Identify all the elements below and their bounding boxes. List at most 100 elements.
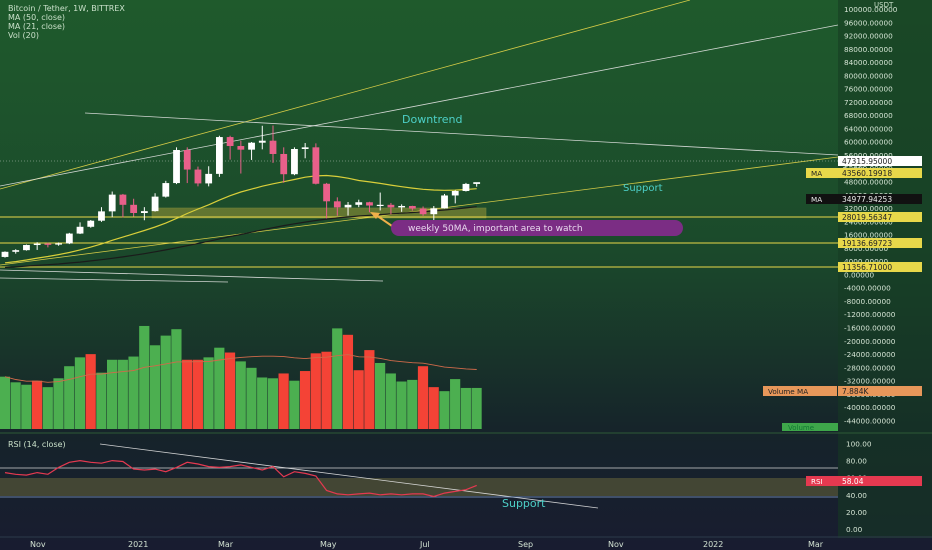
volume-ma-value: 7.884K bbox=[842, 387, 869, 396]
volume-bar bbox=[10, 382, 21, 429]
volume-ma-label-box bbox=[763, 386, 837, 396]
ma50-tag-label-box bbox=[806, 194, 838, 204]
volume-bar bbox=[299, 371, 311, 429]
volume-bar bbox=[192, 359, 203, 429]
rsi-axis-tick: 100.00 bbox=[846, 440, 872, 449]
candle-body bbox=[23, 245, 30, 251]
candle-body bbox=[194, 169, 202, 184]
rsi-legend[interactable]: RSI (14, close) bbox=[8, 440, 66, 449]
volume-bar bbox=[353, 370, 364, 429]
volume-bar bbox=[439, 391, 450, 429]
candle-body bbox=[237, 146, 245, 150]
parallel-trendline bbox=[0, 24, 839, 187]
volume-label: Volume bbox=[788, 424, 814, 432]
volume-bar bbox=[289, 380, 300, 429]
candle-body bbox=[291, 148, 298, 175]
volume-bar bbox=[160, 335, 171, 429]
symbol-title[interactable]: Bitcoin / Tether, 1W, BITTREX bbox=[8, 4, 125, 13]
price-axis-tick: 84000.00000 bbox=[844, 58, 893, 67]
price-axis-tick: -28000.00000 bbox=[844, 363, 896, 372]
level-tag-value: 28019.56347 bbox=[842, 213, 892, 222]
callout-arrowhead-icon bbox=[370, 212, 380, 219]
rsi-axis-tick: 40.00 bbox=[846, 491, 867, 500]
volume-bar bbox=[149, 345, 161, 429]
time-axis-label: Mar bbox=[218, 540, 234, 549]
volume-bar bbox=[74, 357, 86, 429]
callout-arrow bbox=[375, 214, 393, 227]
rsi-axis-tick: 80.00 bbox=[846, 457, 867, 466]
time-axis-label: 2021 bbox=[128, 540, 148, 549]
price-axis-tick: -20000.00000 bbox=[844, 337, 896, 346]
price-axis-tick: 68000.00000 bbox=[844, 111, 893, 120]
candle-body bbox=[119, 194, 127, 205]
candle-body bbox=[269, 140, 277, 154]
level-tag-box bbox=[838, 212, 922, 222]
volume-bar bbox=[460, 387, 471, 429]
time-axis-label: Nov bbox=[30, 540, 46, 549]
volume-bar bbox=[246, 367, 257, 429]
volume-bar bbox=[364, 350, 375, 429]
volume-bar bbox=[278, 373, 289, 429]
volume-bar bbox=[214, 347, 225, 429]
candle-body bbox=[55, 243, 62, 245]
candle-body bbox=[333, 201, 341, 208]
candle-body bbox=[387, 204, 395, 208]
candle-body bbox=[355, 202, 363, 205]
ma50-legend[interactable]: MA (50, close) bbox=[8, 13, 66, 22]
candle-body bbox=[87, 220, 95, 227]
price-axis-tick: 100000.00000 bbox=[844, 5, 898, 14]
price-axis-tick: -4000.00000 bbox=[844, 284, 891, 293]
volume-bar bbox=[31, 380, 43, 429]
ma21-legend[interactable]: MA (21, close) bbox=[8, 22, 66, 31]
volume-bar bbox=[321, 351, 332, 429]
volume-bar bbox=[224, 352, 236, 429]
weekly-ma-callout-text: weekly 50MA, important area to watch bbox=[408, 224, 583, 234]
volume-bar bbox=[257, 377, 268, 429]
candle-body bbox=[344, 204, 352, 208]
rsi-support-annotation: Support bbox=[502, 497, 546, 510]
candle-body bbox=[12, 250, 20, 252]
support-zone-box bbox=[151, 207, 487, 219]
price-axis-tick: 96000.00000 bbox=[844, 18, 893, 27]
price-axis-tick: 88000.00000 bbox=[844, 45, 893, 54]
volume-bar bbox=[85, 354, 96, 429]
candle-body bbox=[216, 137, 223, 174]
level-tag-value: 11356.71000 bbox=[842, 263, 892, 272]
candle-body bbox=[312, 147, 320, 184]
ma50-line bbox=[4, 206, 477, 269]
candle-body bbox=[140, 211, 148, 213]
candle-body bbox=[430, 208, 438, 215]
price-axis-tick: 8000.00000 bbox=[844, 244, 888, 253]
volume-bar bbox=[128, 356, 139, 429]
time-axis-label: Mar bbox=[808, 540, 824, 549]
price-axis-tick: 16000.00000 bbox=[844, 231, 893, 240]
candle-body bbox=[248, 142, 255, 150]
time-axis-label: Nov bbox=[608, 540, 624, 549]
volume-bar bbox=[310, 353, 321, 429]
volume-bar bbox=[396, 381, 407, 429]
volume-bar bbox=[428, 387, 439, 429]
level-tag-value: 19136.69723 bbox=[842, 239, 892, 248]
candle-body bbox=[462, 183, 470, 192]
chart-legend: Bitcoin / Tether, 1W, BITTREX MA (50, cl… bbox=[8, 4, 125, 40]
price-axis-tick: -8000.00000 bbox=[844, 297, 891, 306]
volume-bar bbox=[0, 376, 10, 429]
currency-label: USDT bbox=[874, 1, 894, 9]
rsi-tag-value: 58.04 bbox=[842, 477, 864, 486]
rsi-tag-label-box bbox=[806, 476, 838, 486]
candle-body bbox=[183, 149, 191, 170]
price-axis-tick: 64000.00000 bbox=[844, 124, 893, 133]
candle-body bbox=[108, 194, 116, 212]
price-axis-tick: 80000.00000 bbox=[844, 71, 893, 80]
ma21-tag-box bbox=[838, 168, 922, 178]
candle-body bbox=[473, 182, 481, 184]
lower-channel-line bbox=[0, 156, 839, 266]
volume-legend[interactable]: Vol (20) bbox=[8, 31, 39, 40]
volume-bar bbox=[385, 373, 396, 429]
candle-body bbox=[408, 205, 416, 209]
volume-bar bbox=[117, 359, 128, 429]
price-axis-tick: -32000.00000 bbox=[844, 377, 896, 386]
time-axis-label: 2022 bbox=[703, 540, 723, 549]
